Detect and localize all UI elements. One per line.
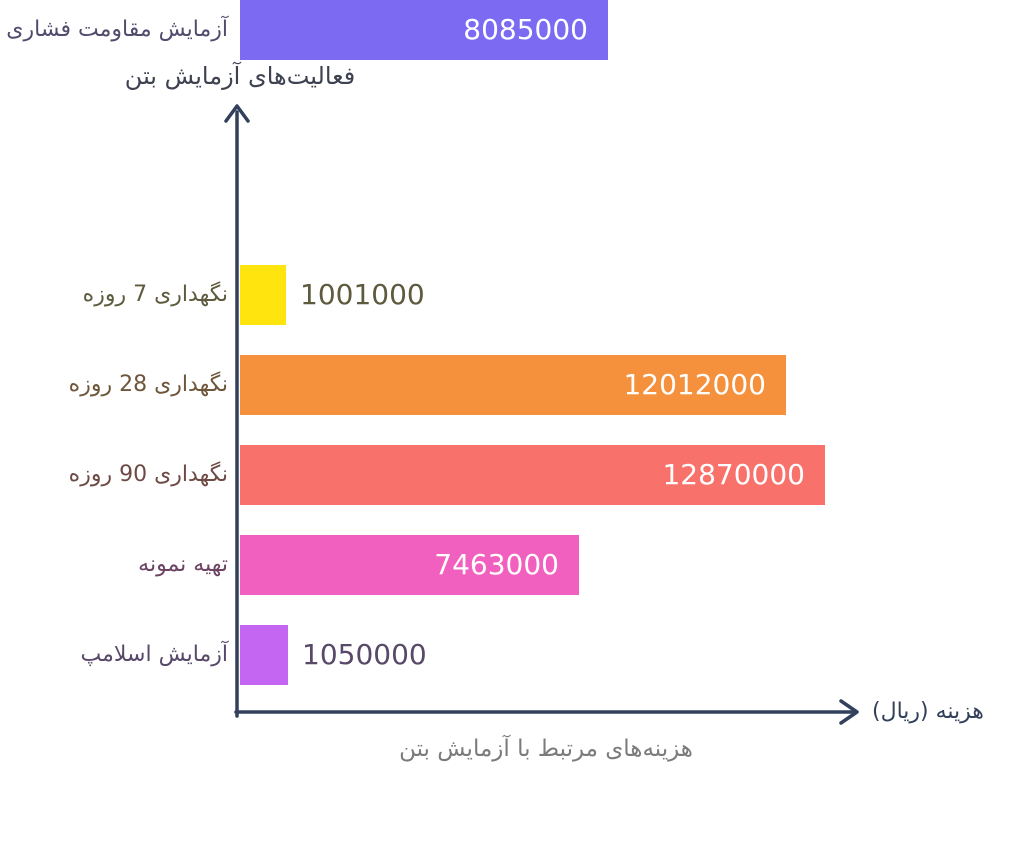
category-label: نگهداری 7 روزه [82, 282, 228, 307]
category-label: نگهداری 90 روزه [68, 462, 228, 487]
category-label: تهیه نمونه [138, 552, 228, 577]
category-label: نگهداری 28 روزه [68, 372, 228, 397]
bar-row-curing-7-day: نگهداری 7 روزه 1001000 [0, 265, 1024, 325]
x-axis-arrowhead-icon [839, 699, 859, 725]
category-label: آزمایش اسلامپ [80, 642, 228, 667]
bar-row-curing-90-day: نگهداری 90 روزه 12870000 [0, 445, 1024, 505]
value-label: 1001000 [300, 278, 425, 311]
bar [240, 265, 286, 325]
x-axis-title: هزینه (ریال) [872, 699, 984, 724]
bar [240, 445, 825, 505]
bar [240, 355, 786, 415]
value-label: 7463000 [434, 548, 559, 581]
value-label: 12012000 [623, 368, 766, 401]
bar-row-sample-preparation: تهیه نمونه 7463000 [0, 535, 1024, 595]
category-label: آزمایش مقاومت فشاری [6, 17, 228, 42]
bar-row-slump-test: آزمایش اسلامپ 1050000 [0, 625, 1024, 685]
bar [240, 535, 579, 595]
value-label: 8085000 [463, 13, 588, 46]
chart-title: هزینه‌های مرتبط با آزمایش بتن [399, 736, 693, 762]
value-label: 1050000 [302, 638, 427, 671]
y-axis-arrowhead-icon [224, 104, 250, 123]
bar [240, 625, 288, 685]
bar-row-curing-28-day: نگهداری 28 روزه 12012000 [0, 355, 1024, 415]
value-label: 12870000 [662, 458, 805, 491]
bar-row-compressive-strength-test: آزمایش مقاومت فشاری 8085000 [0, 0, 1024, 60]
bar [240, 0, 608, 60]
y-axis-title: فعالیت‌های آزمایش بتن [124, 62, 356, 90]
